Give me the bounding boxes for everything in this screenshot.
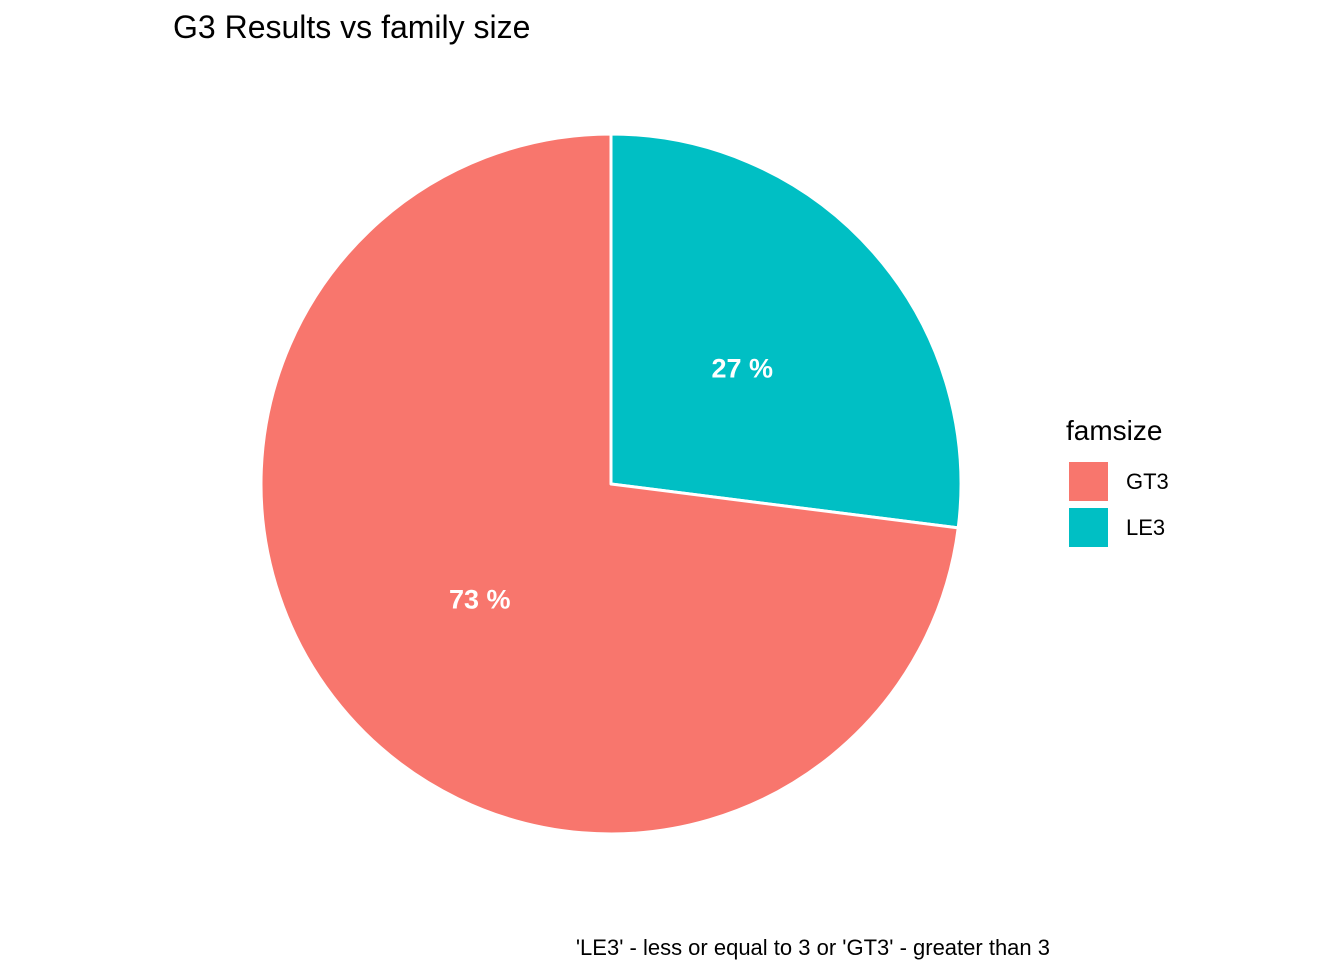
legend-swatch-gt3: [1069, 462, 1108, 501]
legend-title: famsize: [1066, 415, 1162, 446]
pie-slice-labels: 27 % 73 %: [449, 353, 773, 614]
slice-label-gt3: 73 %: [449, 585, 511, 615]
legend-items: GT3 LE3: [1069, 462, 1169, 547]
pie-slices: [259, 132, 963, 836]
pie-slice-gt3: [259, 132, 960, 836]
legend-item-gt3: GT3: [1069, 462, 1169, 501]
pie-slice-le3: [609, 132, 963, 530]
legend-swatch-le3: [1069, 508, 1108, 547]
chart-title: G3 Results vs family size: [173, 9, 530, 45]
slice-label-le3: 27 %: [711, 353, 773, 383]
legend: famsize GT3 LE3: [1066, 415, 1169, 547]
legend-label-gt3: GT3: [1126, 469, 1169, 494]
legend-item-le3: LE3: [1069, 508, 1165, 547]
chart-caption: 'LE3' - less or equal to 3 or 'GT3' - gr…: [576, 935, 1050, 960]
legend-label-le3: LE3: [1126, 515, 1165, 540]
